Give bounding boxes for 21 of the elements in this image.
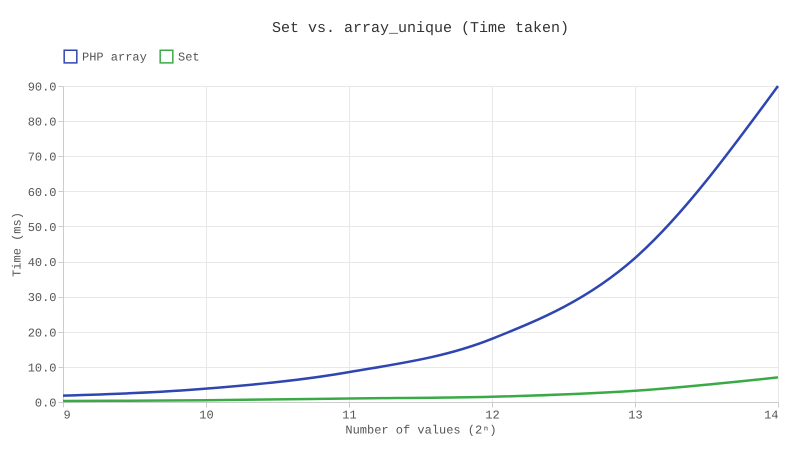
x-tick-label: 9 [64, 408, 71, 422]
y-tick-label: 40.0 [28, 256, 56, 270]
y-tick-label: 50.0 [28, 220, 56, 235]
y-tick-label: 10.0 [28, 361, 56, 376]
y-tick-label: 60.0 [28, 186, 56, 200]
y-tick-label: 30.0 [28, 291, 56, 306]
y-tick-label: 90.0 [28, 80, 56, 94]
y-tick-label: 20.0 [28, 326, 56, 340]
x-tick-label: 13 [628, 408, 643, 422]
x-tick-label: 14 [764, 408, 778, 422]
x-axis-title: Number of values (2ⁿ) [345, 424, 497, 438]
legend-label: PHP array [82, 50, 147, 65]
y-tick-label: 0.0 [34, 396, 56, 410]
y-tick-label: 80.0 [28, 116, 56, 130]
x-tick-label: 11 [342, 408, 357, 422]
x-tick-label: 10 [199, 408, 214, 422]
chart-title: Set vs. array_unique (Time taken) [272, 20, 570, 37]
y-axis-title: Time (ms) [10, 212, 25, 277]
legend-label: Set [178, 50, 200, 65]
y-tick-label: 70.0 [28, 150, 56, 165]
x-tick-label: 12 [485, 408, 500, 422]
